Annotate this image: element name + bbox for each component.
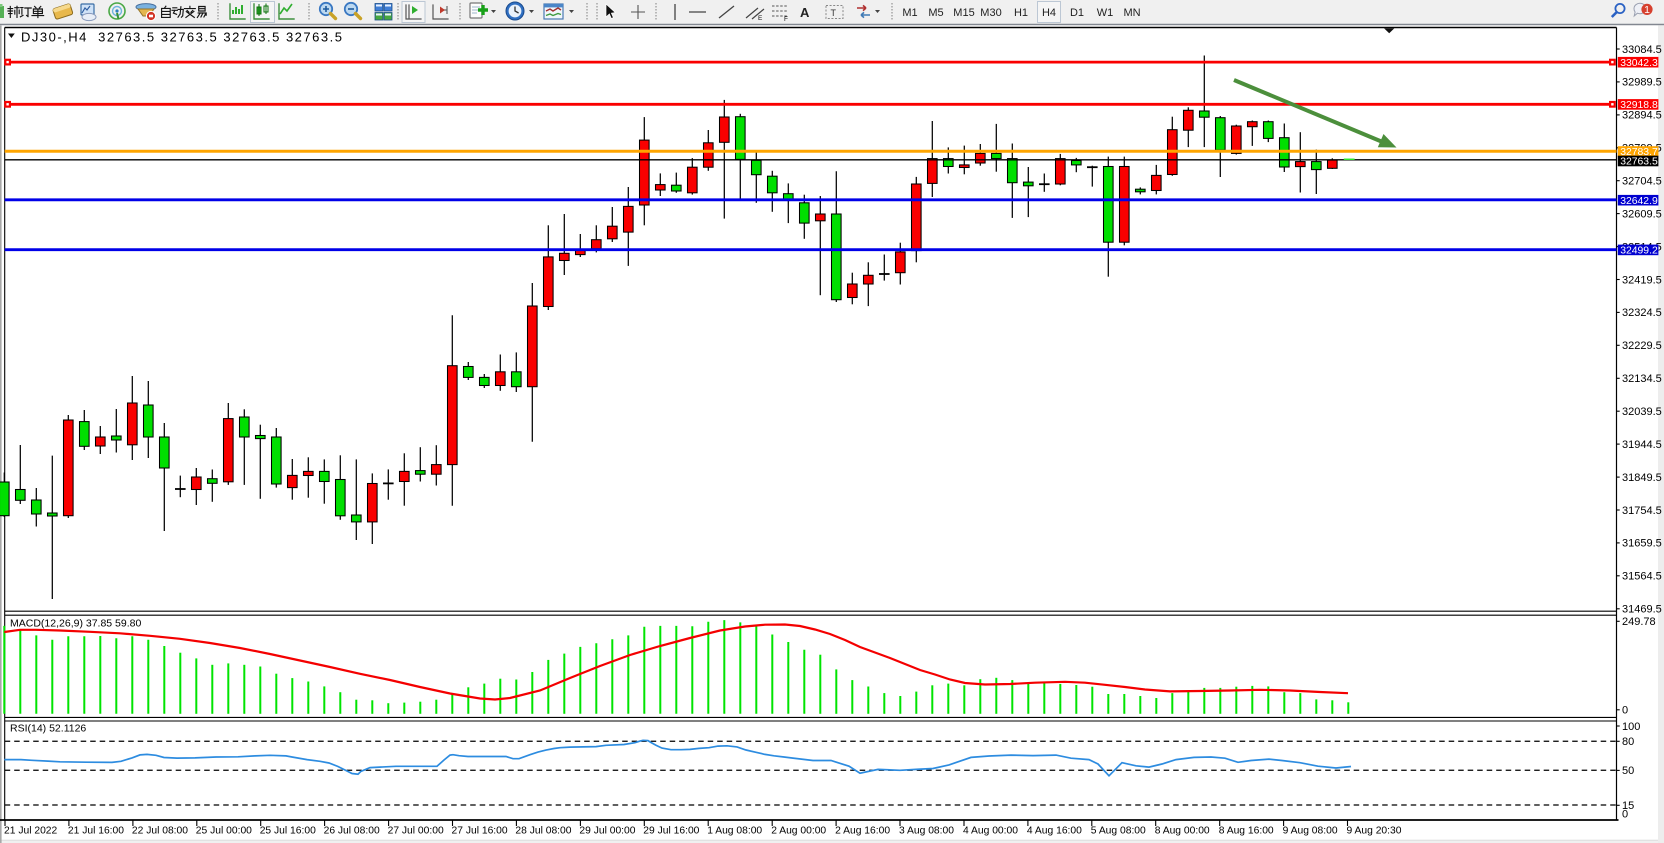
- svg-text:2 Aug 16:00: 2 Aug 16:00: [835, 826, 890, 837]
- svg-text:MACD(12,26,9) 37.85 59.80: MACD(12,26,9) 37.85 59.80: [10, 618, 141, 630]
- svg-text:8 Aug 00:00: 8 Aug 00:00: [1155, 826, 1210, 837]
- svg-text:31469.5: 31469.5: [1622, 604, 1662, 616]
- svg-text:32499.2: 32499.2: [1620, 246, 1658, 257]
- svg-text:2 Aug 00:00: 2 Aug 00:00: [771, 826, 826, 837]
- svg-text:M15: M15: [953, 7, 974, 19]
- svg-text:4 Aug 16:00: 4 Aug 16:00: [1027, 826, 1082, 837]
- svg-text:32039.5: 32039.5: [1622, 406, 1662, 418]
- svg-text:MN: MN: [1123, 7, 1140, 19]
- svg-text:100: 100: [1622, 721, 1640, 733]
- svg-text:25 Jul 16:00: 25 Jul 16:00: [260, 826, 316, 837]
- svg-text:31754.5: 31754.5: [1622, 505, 1662, 517]
- svg-text:22 Jul 08:00: 22 Jul 08:00: [132, 826, 188, 837]
- svg-text:W1: W1: [1097, 7, 1114, 19]
- svg-text:26 Jul 08:00: 26 Jul 08:00: [324, 826, 380, 837]
- svg-text:M1: M1: [902, 7, 917, 19]
- svg-text:4 Aug 00:00: 4 Aug 00:00: [963, 826, 1018, 837]
- svg-text:1 Aug 08:00: 1 Aug 08:00: [707, 826, 762, 837]
- svg-text:RSI(14) 52.1126: RSI(14) 52.1126: [10, 723, 86, 735]
- svg-text:8 Aug 16:00: 8 Aug 16:00: [1219, 826, 1274, 837]
- svg-text:M5: M5: [928, 7, 943, 19]
- svg-text:21 Jul 2022: 21 Jul 2022: [4, 826, 58, 837]
- svg-text:32229.5: 32229.5: [1622, 340, 1662, 352]
- svg-text:0: 0: [1622, 705, 1628, 717]
- svg-text:32894.5: 32894.5: [1622, 110, 1662, 122]
- svg-text:31849.5: 31849.5: [1622, 472, 1662, 484]
- svg-text:H1: H1: [1014, 7, 1028, 19]
- svg-text:F: F: [784, 16, 788, 23]
- svg-text:9 Aug 20:30: 9 Aug 20:30: [1347, 826, 1402, 837]
- svg-text:0: 0: [1622, 808, 1628, 820]
- svg-text:25 Jul 00:00: 25 Jul 00:00: [196, 826, 252, 837]
- svg-text:9 Aug 08:00: 9 Aug 08:00: [1283, 826, 1338, 837]
- svg-text:32704.5: 32704.5: [1622, 176, 1662, 188]
- svg-text:32642.9: 32642.9: [1620, 196, 1658, 207]
- svg-text:29 Jul 16:00: 29 Jul 16:00: [643, 826, 699, 837]
- svg-text:5 Aug 08:00: 5 Aug 08:00: [1091, 826, 1146, 837]
- svg-text:32989.5: 32989.5: [1622, 77, 1662, 89]
- svg-text:3 Aug 08:00: 3 Aug 08:00: [899, 826, 954, 837]
- svg-text:33042.3: 33042.3: [1620, 58, 1658, 69]
- svg-text:32324.5: 32324.5: [1622, 307, 1662, 319]
- svg-text:32134.5: 32134.5: [1622, 373, 1662, 385]
- svg-text:21 Jul 16:00: 21 Jul 16:00: [68, 826, 124, 837]
- svg-text:27 Jul 00:00: 27 Jul 00:00: [388, 826, 444, 837]
- svg-text:29 Jul 00:00: 29 Jul 00:00: [579, 826, 635, 837]
- svg-text:15: 15: [1622, 800, 1634, 812]
- svg-text:31564.5: 31564.5: [1622, 571, 1662, 583]
- svg-text:32763.5: 32763.5: [1620, 157, 1658, 168]
- svg-text:DJ30-,H4 32763.5 32763.5 3276: DJ30-,H4 32763.5 32763.5 32763.5 32763.5: [21, 29, 343, 44]
- svg-text:32918.8: 32918.8: [1620, 100, 1658, 111]
- svg-text:31659.5: 31659.5: [1622, 538, 1662, 550]
- svg-text:32419.5: 32419.5: [1622, 274, 1662, 286]
- svg-text:27 Jul 16:00: 27 Jul 16:00: [452, 826, 508, 837]
- svg-text:32783.7: 32783.7: [1620, 147, 1658, 158]
- svg-text:T: T: [831, 8, 837, 18]
- svg-text:33084.5: 33084.5: [1622, 44, 1662, 56]
- svg-text:28 Jul 08:00: 28 Jul 08:00: [515, 826, 571, 837]
- svg-text:1: 1: [1644, 4, 1650, 16]
- svg-text:80: 80: [1622, 736, 1634, 748]
- svg-text:H4: H4: [1042, 7, 1056, 19]
- svg-text:A: A: [800, 5, 810, 20]
- svg-text:249.78: 249.78: [1622, 616, 1656, 628]
- svg-text:M30: M30: [980, 7, 1001, 19]
- svg-text:50: 50: [1622, 765, 1634, 777]
- svg-text:32609.5: 32609.5: [1622, 208, 1662, 220]
- svg-text:E: E: [758, 15, 763, 22]
- svg-text:D1: D1: [1070, 7, 1084, 19]
- svg-text:31944.5: 31944.5: [1622, 439, 1662, 451]
